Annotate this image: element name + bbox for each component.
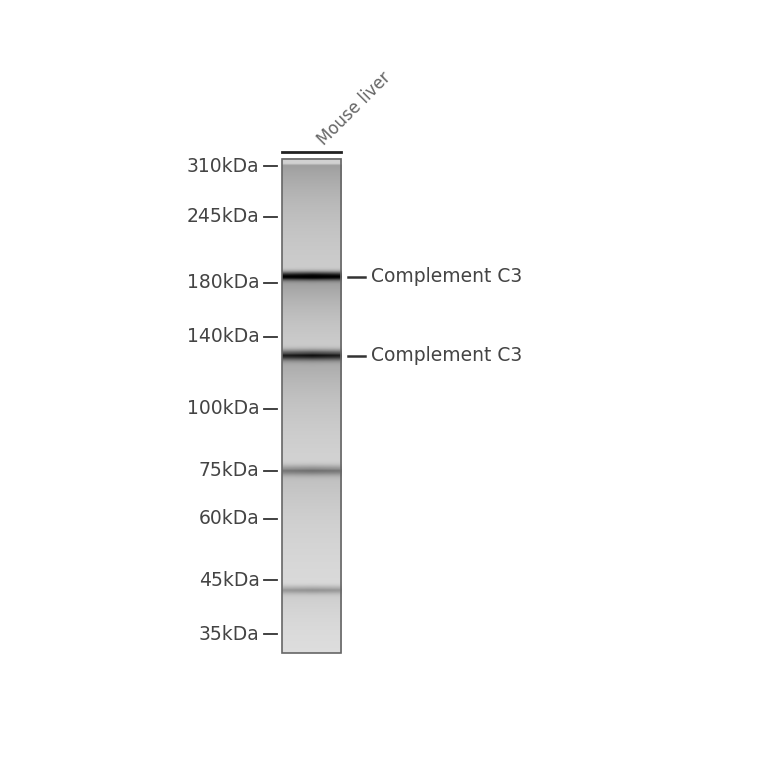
Text: 60kDa: 60kDa — [199, 509, 260, 528]
Text: 245kDa: 245kDa — [186, 207, 260, 226]
Text: 180kDa: 180kDa — [187, 274, 260, 293]
Text: 75kDa: 75kDa — [199, 461, 260, 481]
Text: Mouse liver: Mouse liver — [315, 69, 395, 149]
Bar — [282, 160, 342, 653]
Text: 35kDa: 35kDa — [199, 625, 260, 644]
Text: Complement C3: Complement C3 — [371, 267, 522, 286]
Text: Complement C3: Complement C3 — [371, 347, 522, 365]
Text: 310kDa: 310kDa — [187, 157, 260, 176]
Text: 45kDa: 45kDa — [199, 571, 260, 590]
Text: 100kDa: 100kDa — [187, 400, 260, 419]
Text: 140kDa: 140kDa — [186, 327, 260, 346]
